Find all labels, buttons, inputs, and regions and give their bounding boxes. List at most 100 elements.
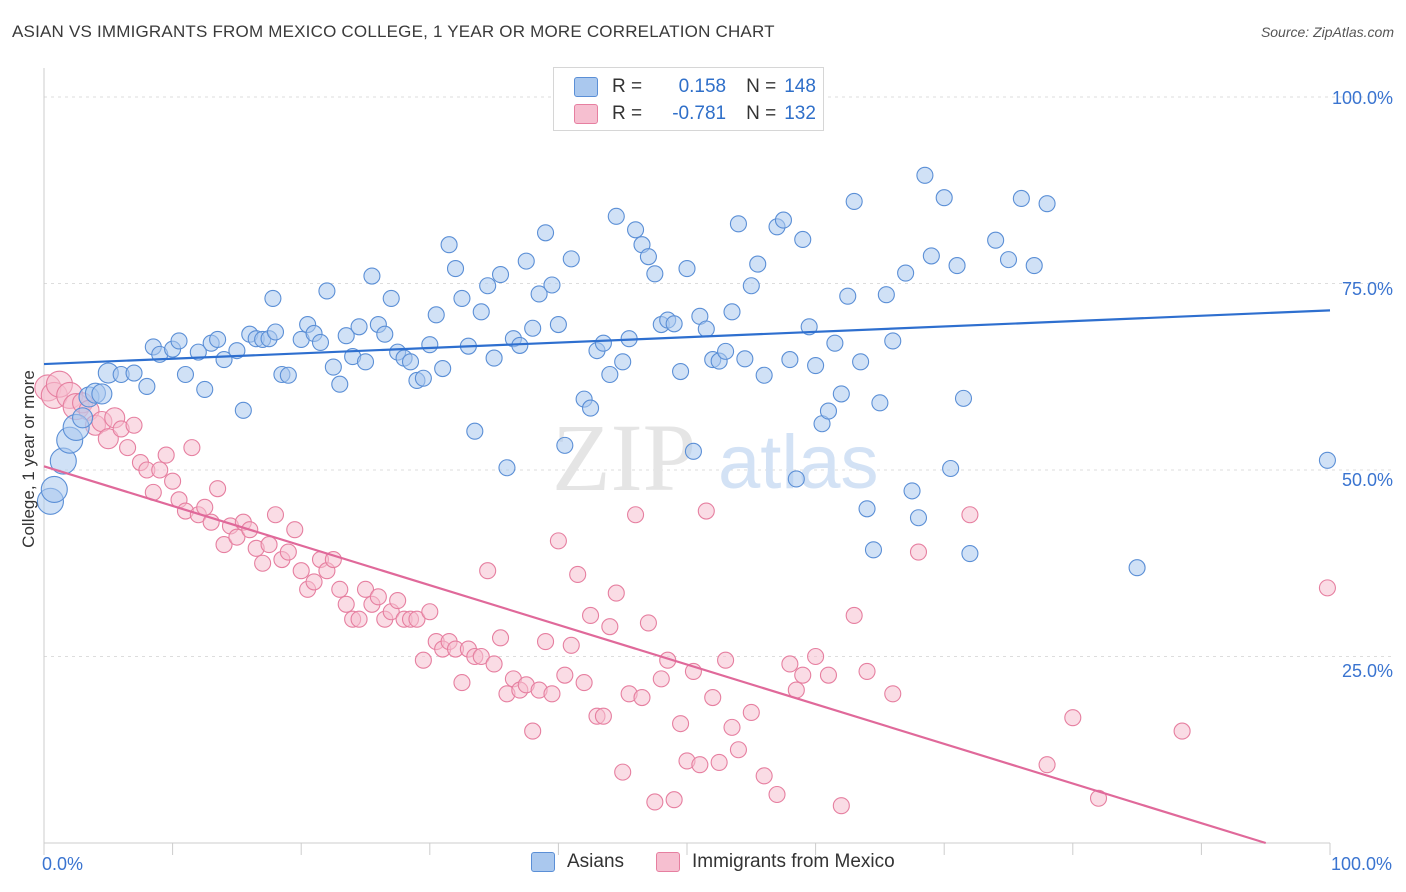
legend-n-value: 148 xyxy=(784,76,816,97)
asian-point xyxy=(311,333,330,351)
asian-point xyxy=(498,459,516,477)
mexico-point xyxy=(729,741,747,759)
asian-point xyxy=(639,248,657,266)
asian-point xyxy=(742,277,760,295)
asian-point xyxy=(858,500,876,518)
trend-lines xyxy=(43,309,1331,845)
x-tick-label-min: 0.0% xyxy=(42,854,83,874)
asian-point xyxy=(909,509,928,527)
mexico-point xyxy=(961,506,979,524)
asian-point xyxy=(517,252,535,270)
asian-point xyxy=(729,215,747,233)
mexico-point xyxy=(575,674,593,692)
asian-point xyxy=(826,334,844,352)
chart-title: ASIAN VS IMMIGRANTS FROM MEXICO COLLEGE,… xyxy=(12,22,775,41)
y-tick-label-25: 25.0% xyxy=(1342,661,1393,681)
asian-point xyxy=(234,401,252,419)
mexico-point xyxy=(781,655,799,673)
mexico-point xyxy=(286,521,304,539)
mexico-point xyxy=(453,674,471,692)
bottom-legend-mexico: Immigrants from Mexico xyxy=(656,851,895,873)
mexico-point xyxy=(639,614,657,632)
asian-point xyxy=(189,343,207,361)
mexico-point xyxy=(472,647,490,666)
asian-point xyxy=(414,369,432,387)
mexico-point xyxy=(157,446,175,464)
asian-point xyxy=(125,364,143,382)
asian-point xyxy=(1025,257,1043,275)
mexico-point xyxy=(845,606,863,625)
asian-point xyxy=(479,277,497,295)
asian-point xyxy=(627,221,645,239)
mexico-point xyxy=(119,439,137,457)
mexico-point xyxy=(909,543,928,561)
legend-r-value: -0.781 xyxy=(672,103,727,124)
mexico-point xyxy=(562,636,580,654)
mexico-point xyxy=(858,662,876,680)
watermark-zip: ZIP xyxy=(552,404,696,511)
mexico-point xyxy=(723,718,741,736)
mexico-point xyxy=(389,591,407,610)
asian-point xyxy=(264,289,282,307)
mexico-point xyxy=(710,753,728,771)
asian-point xyxy=(755,366,773,384)
mexico-point xyxy=(536,633,555,651)
mexico-point xyxy=(260,536,278,554)
asian-point xyxy=(607,207,625,225)
mexico-point xyxy=(485,655,503,673)
asian-point xyxy=(871,394,889,412)
asian-point xyxy=(717,342,735,360)
asian-point xyxy=(736,350,754,368)
asian-point xyxy=(665,315,683,333)
asian-point xyxy=(845,192,863,210)
asian-point xyxy=(382,289,400,307)
asian-point xyxy=(800,318,818,336)
asian-point xyxy=(884,332,902,350)
mexico-point xyxy=(633,688,651,707)
mexico-point xyxy=(691,756,709,774)
asian-point xyxy=(196,380,214,398)
mexico-point xyxy=(350,610,368,628)
asian-point xyxy=(787,470,805,488)
bottom-legend-swatch-mexico xyxy=(656,852,680,872)
asian-point xyxy=(1038,195,1056,213)
asian-point xyxy=(819,402,838,420)
mexico-point xyxy=(768,785,786,804)
asian-point xyxy=(864,541,883,559)
correlation-legend: R = 0.158 N = 148 R = -0.781 N = 132 xyxy=(553,67,824,131)
asian-point xyxy=(999,251,1018,269)
asian-point xyxy=(697,320,715,338)
mexico-point xyxy=(755,767,773,785)
mexico-point xyxy=(627,506,645,524)
asian-point xyxy=(601,365,619,384)
legend-row-asians: R = 0.158 N = 148 xyxy=(574,74,816,100)
mexico-point xyxy=(491,629,510,647)
asian-point xyxy=(832,385,850,403)
mexico-point xyxy=(549,532,567,550)
asian-point xyxy=(363,267,381,285)
mexico-point xyxy=(414,651,432,669)
mexico-point xyxy=(672,715,690,733)
mexico-point xyxy=(356,580,375,598)
mexico-point xyxy=(607,584,625,602)
asian-point xyxy=(491,265,510,284)
mexico-point xyxy=(704,688,722,707)
asian-point xyxy=(903,482,921,500)
mexico-point xyxy=(594,707,612,725)
mexico-point xyxy=(215,536,233,554)
mexico-point xyxy=(742,703,760,722)
legend-r-label: R = xyxy=(612,103,643,124)
asian-point xyxy=(331,375,349,393)
asian-point xyxy=(1318,451,1336,469)
mexico-point xyxy=(337,595,355,613)
asian-point xyxy=(581,399,600,417)
asian-point xyxy=(434,359,452,378)
mexico-point xyxy=(292,562,310,580)
asian-point xyxy=(794,230,812,249)
mexico-point xyxy=(266,506,285,524)
mexico-point xyxy=(1089,789,1108,807)
grid-lines xyxy=(44,96,1392,657)
legend-n-label: N = xyxy=(746,103,777,124)
mexico-point xyxy=(543,685,561,703)
asian-point xyxy=(350,318,368,336)
